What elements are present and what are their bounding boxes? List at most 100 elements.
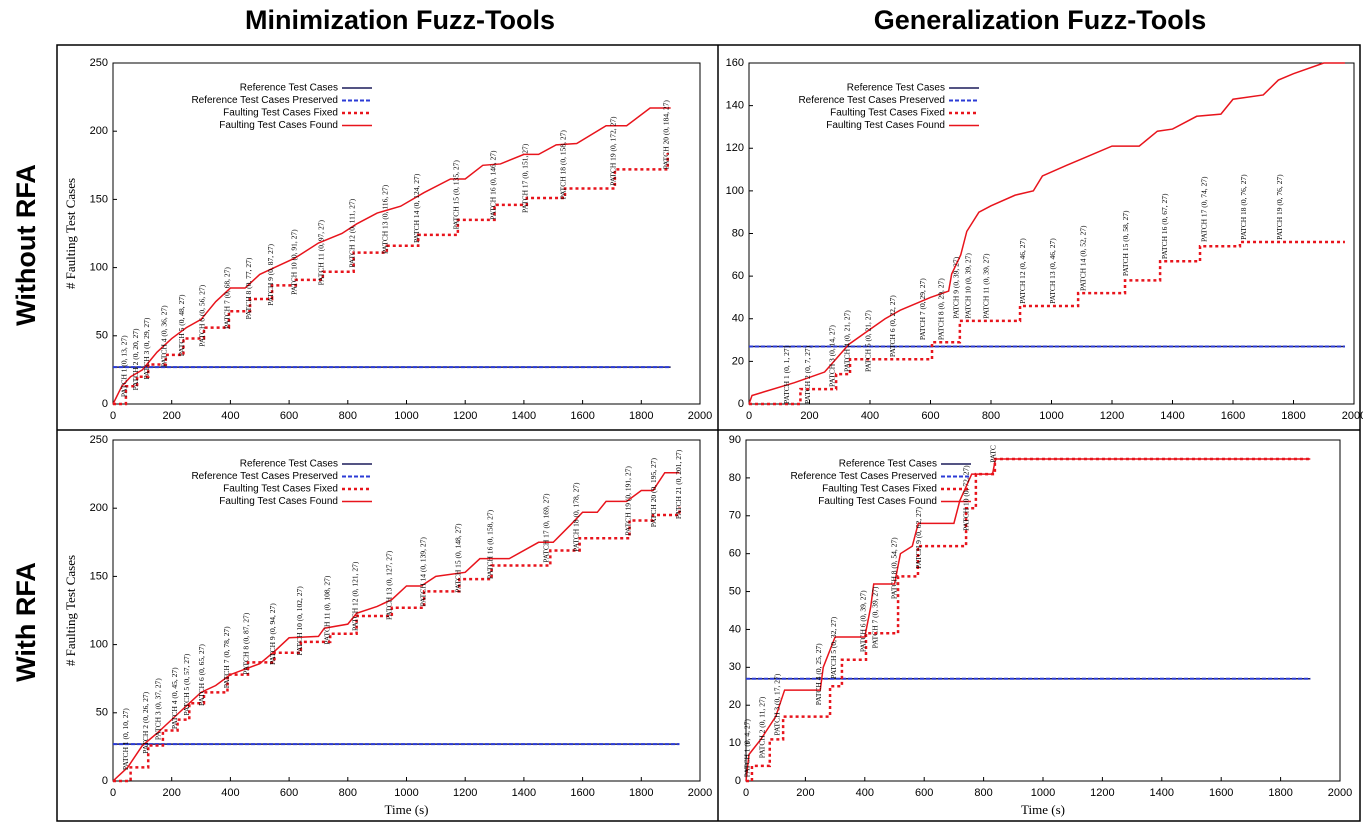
legend-label: Faulting Test Cases Fixed	[830, 108, 945, 119]
x-tick-label: 1200	[1100, 410, 1124, 422]
x-tick-label: 400	[221, 787, 239, 799]
annotation: PATCH 6 (0, 56, 27)	[198, 284, 207, 346]
annotation: PATCH 11 (0, 39, 27)	[982, 253, 991, 319]
annotation: PATCH 10 (0, 39, 27)	[964, 253, 973, 319]
annotation: PATCH 9 (0, 39, 27)	[951, 256, 960, 318]
x-tick-label: 1400	[512, 410, 536, 422]
annotation: PATCH 8 (0, 87, 27)	[242, 612, 251, 674]
y-tick-label: 100	[726, 185, 744, 197]
x-tick-label: 1000	[394, 410, 418, 422]
x-tick-label: 2000	[1342, 410, 1363, 422]
legend-label: Faulting Test Cases Fixed	[223, 484, 338, 495]
annotation: PATCH 9 (0, 94, 27)	[268, 603, 277, 665]
annotation: PATCH 19 (0, 191, 27)	[624, 466, 633, 536]
annotation: PATCH 15 (0, 58, 27)	[1121, 210, 1130, 276]
series-line	[112, 107, 671, 405]
legend-label: Faulting Test Cases Fixed	[223, 108, 338, 119]
annotation: PATCH 11 (0, 108, 27)	[323, 575, 332, 645]
annotation: PATCH 17 (0, 74, 27)	[1199, 176, 1208, 242]
x-tick-label: 400	[861, 410, 879, 422]
annotation: PATCH 20 (0, 195, 27)	[649, 457, 658, 527]
annotation: PATCH 13 (0, 46, 27)	[1048, 238, 1057, 304]
x-tick-label: 2000	[688, 410, 712, 422]
x-tick-label: 600	[915, 787, 933, 799]
annotation: PATCH 2 (0, 20, 27)	[131, 328, 140, 390]
y-tick-label: 90	[729, 434, 741, 446]
annotation: PATCH 19 (0, 76, 27)	[1275, 174, 1284, 240]
x-tick-label: 1800	[1268, 787, 1292, 799]
y-tick-label: 50	[96, 707, 108, 719]
series-line	[745, 458, 1311, 782]
legend-label: Faulting Test Cases Found	[818, 496, 937, 507]
x-tick-label: 1800	[1281, 410, 1305, 422]
x-tick-label: 1600	[570, 410, 594, 422]
x-tick-label: 1800	[629, 410, 653, 422]
annotation: PATCH 20 (0, 184, 27)	[661, 100, 670, 170]
series-line	[749, 240, 1345, 406]
x-tick-label: 200	[796, 787, 814, 799]
y-tick-label: 40	[729, 623, 741, 635]
x-axis-label: Time (s)	[1021, 802, 1065, 817]
annotation: PATCH 3 (0, 17, 27)	[772, 673, 781, 735]
annotation: PATCH 2 (0, 11, 27)	[758, 696, 767, 758]
x-tick-label: 800	[982, 410, 1000, 422]
annotation: PATCH 5 (0, 32, 27)	[829, 616, 838, 678]
x-tick-label: 200	[163, 410, 181, 422]
annotation: PATCH 14 (0, 139, 27)	[419, 537, 428, 607]
annotation: PATCH 8 (0, 77, 27)	[244, 257, 253, 319]
x-tick-label: 1200	[1090, 787, 1114, 799]
y-axis-label: # Faulting Test Cases	[63, 178, 78, 289]
y-tick-label: 20	[732, 355, 744, 367]
legend-label: Faulting Test Cases Found	[826, 120, 945, 131]
x-tick-label: 1000	[1039, 410, 1063, 422]
x-tick-label: 200	[163, 787, 181, 799]
legend-label: Reference Test Cases Preserved	[191, 471, 338, 482]
annotation: PATCH 16 (0, 67, 27)	[1160, 193, 1169, 259]
legend-label: Reference Test Cases	[839, 459, 937, 470]
legend-label: Reference Test Cases Preserved	[191, 95, 338, 106]
plot-frame	[112, 62, 701, 405]
x-axis-label: Time (s)	[385, 802, 429, 817]
annotation: PATCH 1 (0, 13, 27)	[120, 335, 129, 397]
annotation: PATCH 7 (0, 39, 27)	[870, 586, 879, 648]
annotation: PATCH 6 (0, 65, 27)	[197, 644, 206, 706]
y-tick-label: 70	[729, 510, 741, 522]
annotation: PATCH 2 (0, 7, 27)	[803, 345, 812, 404]
annotation: PATCH 7 (0, 68, 27)	[223, 267, 232, 329]
annotation: PATCH 4 (0, 25, 27)	[814, 643, 823, 705]
annotation: PATCH 14 (0, 124, 27)	[412, 173, 421, 243]
y-tick-label: 0	[735, 775, 741, 787]
annotation: PATCH 15 (0, 148, 27)	[454, 523, 463, 593]
annotation: PATCH 10 (0, 102, 27)	[295, 586, 304, 656]
annotation: PATCH 5 (0, 57, 27)	[182, 653, 191, 715]
legend-label: Reference Test Cases	[240, 83, 338, 94]
y-tick-label: 100	[90, 262, 108, 274]
annotation: PATCH 13 (0, 116, 27)	[381, 184, 390, 254]
legend-label: Faulting Test Cases Fixed	[822, 484, 937, 495]
annotation: PATCH 17 (0, 169, 27)	[542, 493, 551, 563]
y-tick-label: 150	[90, 193, 108, 205]
x-tick-label: 1600	[1221, 410, 1245, 422]
x-tick-label: 800	[339, 787, 357, 799]
x-tick-label: 600	[280, 410, 298, 422]
annotation: PATCH 3 (0, 29, 27)	[142, 317, 151, 379]
series-line	[113, 153, 669, 406]
x-tick-label: 800	[974, 787, 992, 799]
series-line	[113, 506, 681, 783]
annotation: PATCH 3 (0, 14, 27)	[827, 325, 836, 387]
annotation: PATCH 16 (0, 146, 27)	[488, 150, 497, 220]
x-tick-label: 1400	[512, 787, 536, 799]
x-tick-label: 400	[221, 410, 239, 422]
annotation: PATCH 4 (0, 21, 27)	[843, 310, 852, 372]
column-title: Minimization Fuzz-Tools	[245, 5, 555, 35]
y-tick-label: 80	[732, 227, 744, 239]
x-tick-label: 1200	[453, 410, 477, 422]
annotation: PATCH 6 (0, 39, 27)	[859, 590, 868, 652]
annotation: PATCH 12 (0, 111, 27)	[347, 198, 356, 267]
annotation: PATCH 8 (0, 29, 27)	[936, 278, 945, 340]
x-tick-label: 1600	[570, 787, 594, 799]
y-tick-label: 0	[102, 398, 108, 410]
annotation: PATCH 12 (0, 46, 27)	[1018, 238, 1027, 304]
y-tick-label: 40	[732, 313, 744, 325]
annotation: PATCH 21 (0, 201, 27)	[674, 449, 683, 519]
